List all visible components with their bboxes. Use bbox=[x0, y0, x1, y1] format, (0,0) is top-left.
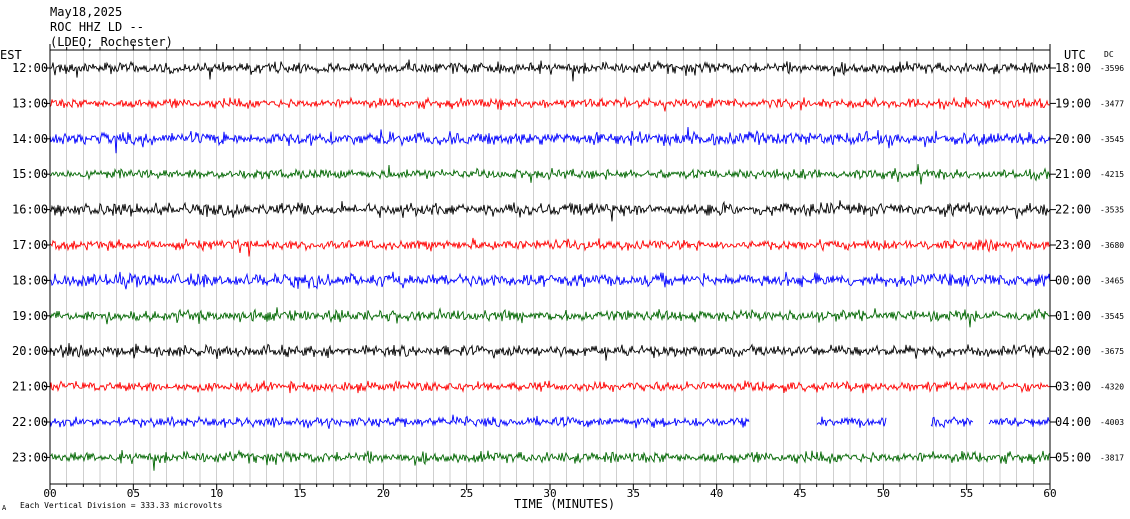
right-hour-ticks: 18:00 -3596 19:00 -3477 20:00 -3545 21:00 -4215… bbox=[1050, 61, 1124, 464]
x-tick-label: 40 bbox=[710, 487, 723, 500]
header-station: ROC HHZ LD -- bbox=[50, 20, 144, 34]
dc-value: -3545 bbox=[1100, 312, 1124, 321]
trace-line bbox=[49, 59, 1051, 82]
dc-value: -4003 bbox=[1100, 418, 1124, 427]
left-hour-label: 13:00 bbox=[12, 96, 48, 110]
left-hour-label: 18:00 bbox=[12, 273, 48, 287]
dc-value: -3680 bbox=[1100, 241, 1124, 250]
right-hour-label: 19:00 bbox=[1055, 96, 1091, 110]
right-hour-label: 03:00 bbox=[1055, 380, 1091, 394]
left-hour-ticks: 12:00 13:00 14:00 15:00 16:00 17:00 18:00 19:00… bbox=[12, 61, 50, 464]
left-hour-label: 21:00 bbox=[12, 380, 48, 394]
right-hour-label: 04:00 bbox=[1055, 415, 1091, 429]
x-tick-label: 05 bbox=[127, 487, 140, 500]
x-tick-label: 60 bbox=[1043, 487, 1056, 500]
trace-line bbox=[50, 164, 1051, 185]
x-tick-label: 00 bbox=[43, 487, 56, 500]
dc-value: -4215 bbox=[1100, 170, 1124, 179]
trace-line bbox=[49, 380, 1051, 394]
dc-value: -3535 bbox=[1100, 206, 1124, 215]
right-hour-label: 00:00 bbox=[1055, 273, 1091, 287]
dc-value: -3817 bbox=[1100, 453, 1124, 462]
header-network: (LDEO; Rochester) bbox=[50, 35, 173, 49]
x-tick-label: 45 bbox=[793, 487, 806, 500]
left-hour-label: 22:00 bbox=[12, 415, 48, 429]
left-hour-label: 14:00 bbox=[12, 132, 48, 146]
x-axis-ticks: 00 05 10 15 20 25 30 35 40 45 50 55 60 bbox=[43, 44, 1057, 500]
trace-line bbox=[49, 343, 1051, 361]
left-hour-label: 23:00 bbox=[12, 450, 48, 464]
dc-value: -4320 bbox=[1100, 383, 1124, 392]
x-tick-label: 30 bbox=[543, 487, 556, 500]
right-hour-label: 05:00 bbox=[1055, 450, 1091, 464]
left-hour-label: 12:00 bbox=[12, 61, 48, 75]
footer-note: Each Vertical Division = 333.33 microvol… bbox=[20, 501, 222, 510]
right-hour-label: 20:00 bbox=[1055, 132, 1091, 146]
left-hour-label: 17:00 bbox=[12, 238, 48, 252]
right-hour-label: 21:00 bbox=[1055, 167, 1091, 181]
right-hour-label: 01:00 bbox=[1055, 309, 1091, 323]
x-axis-label: TIME (MINUTES) bbox=[514, 497, 615, 511]
x-tick-label: 20 bbox=[377, 487, 390, 500]
left-hour-label: 20:00 bbox=[12, 344, 48, 358]
dc-value: -3596 bbox=[1100, 64, 1124, 73]
trace-line bbox=[49, 271, 1051, 290]
x-tick-label: 35 bbox=[627, 487, 640, 500]
x-tick-label: 15 bbox=[293, 487, 306, 500]
seismic-traces bbox=[49, 59, 1051, 471]
trace-line bbox=[49, 307, 1051, 328]
right-hour-label: 18:00 bbox=[1055, 61, 1091, 75]
dc-value: -3477 bbox=[1100, 99, 1124, 108]
right-hour-label: 02:00 bbox=[1055, 344, 1091, 358]
trace-line bbox=[49, 414, 1051, 429]
dc-value: -3545 bbox=[1100, 135, 1124, 144]
left-hour-label: 19:00 bbox=[12, 309, 48, 323]
trace-line bbox=[49, 200, 1051, 222]
left-axis-title: EST bbox=[0, 48, 22, 62]
trace-line bbox=[49, 237, 1051, 257]
trace-line bbox=[49, 449, 1051, 471]
x-tick-label: 25 bbox=[460, 487, 473, 500]
dc-title: DC bbox=[1104, 50, 1114, 59]
footer-mark: A bbox=[2, 504, 7, 512]
x-tick-label: 50 bbox=[877, 487, 890, 500]
right-hour-label: 22:00 bbox=[1055, 203, 1091, 217]
x-tick-label: 55 bbox=[960, 487, 973, 500]
right-axis-title: UTC bbox=[1064, 48, 1086, 62]
dc-value: -3465 bbox=[1100, 276, 1124, 285]
minute-gridlines bbox=[66, 50, 1034, 484]
x-tick-label: 10 bbox=[210, 487, 223, 500]
header-date: May18,2025 bbox=[50, 5, 122, 19]
trace-line bbox=[49, 126, 1051, 154]
right-hour-label: 23:00 bbox=[1055, 238, 1091, 252]
trace-line bbox=[49, 96, 1051, 112]
left-hour-label: 16:00 bbox=[12, 203, 48, 217]
dc-value: -3675 bbox=[1100, 347, 1124, 356]
left-hour-label: 15:00 bbox=[12, 167, 48, 181]
